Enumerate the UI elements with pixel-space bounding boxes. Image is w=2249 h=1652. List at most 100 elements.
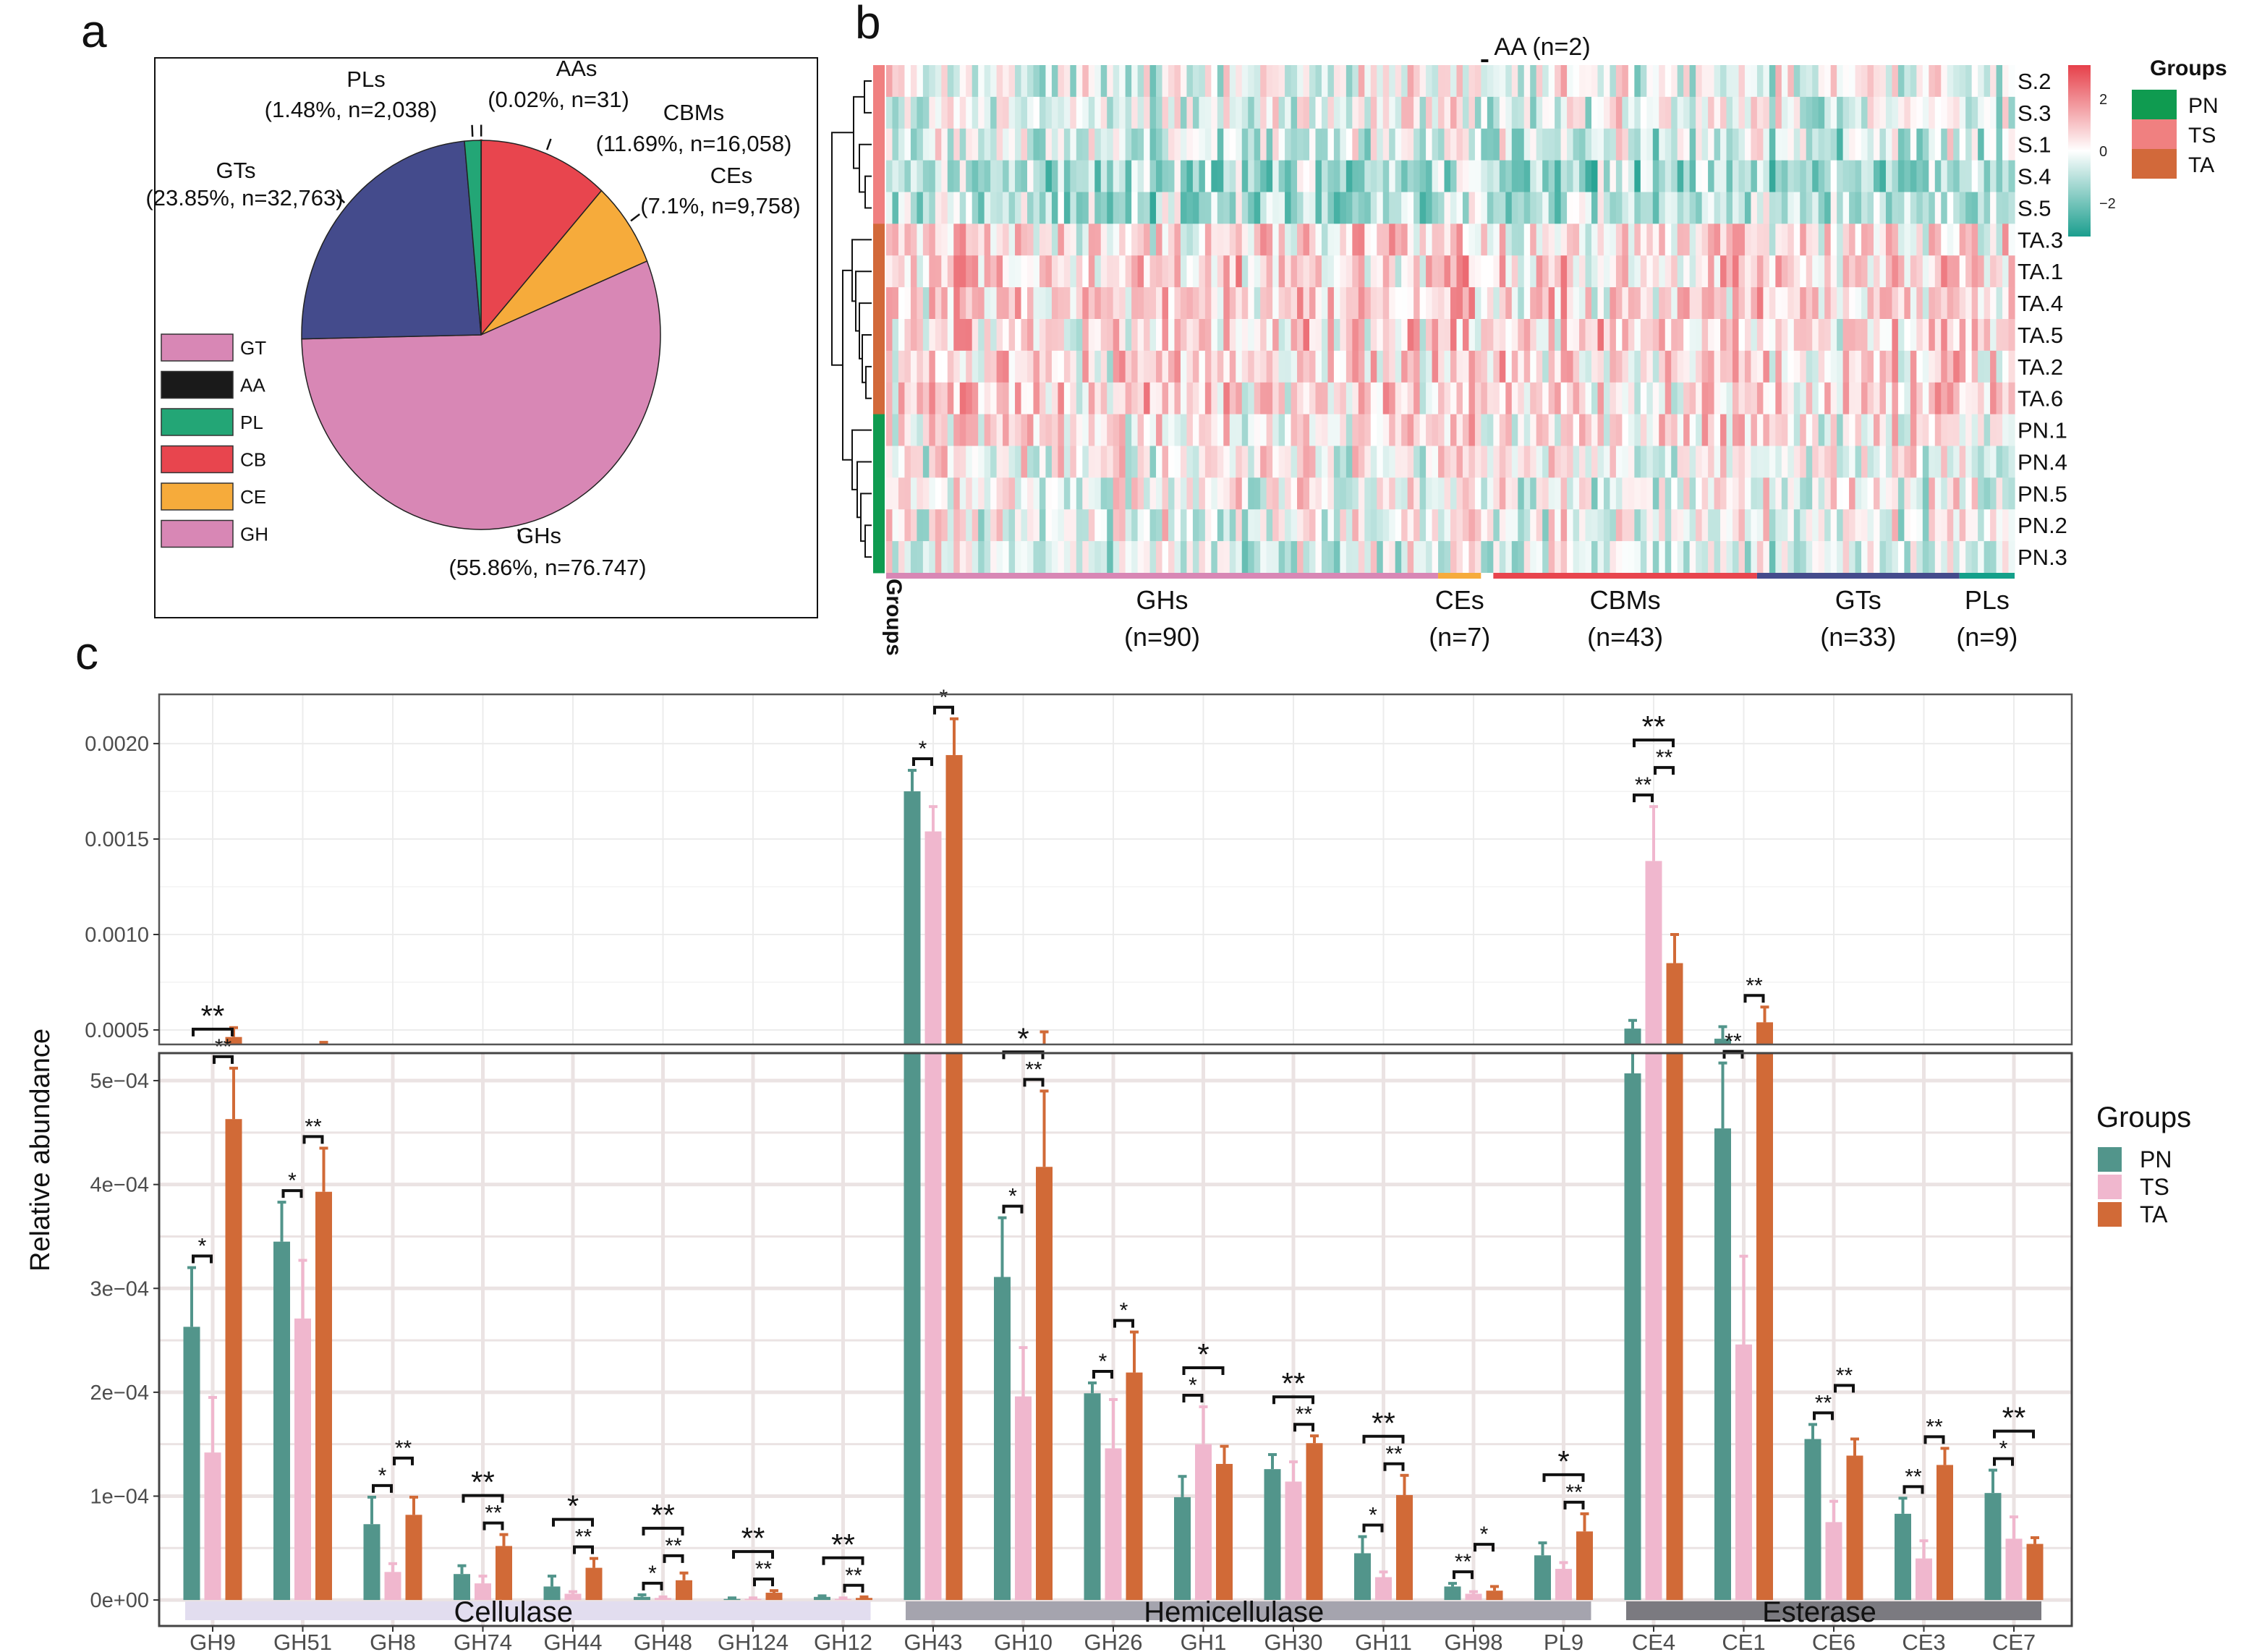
bar-GH30-TA xyxy=(1306,1443,1323,1601)
upper-panel-frame xyxy=(158,693,2073,1046)
heatmap-cell xyxy=(1787,319,1795,352)
heatmap-cell xyxy=(1523,223,1531,256)
heatmap-cell xyxy=(1665,319,1672,352)
heatmap-cell xyxy=(1560,319,1568,352)
bar-PL9-PN xyxy=(1534,1555,1551,1601)
heatmap-cell xyxy=(990,446,998,478)
heatmap-cell xyxy=(1990,382,1997,415)
x-tick-label: CE4 xyxy=(1632,1630,1675,1652)
heatmap-cell xyxy=(1916,382,1923,415)
heatmap-cell xyxy=(1211,160,1218,193)
heatmap-cell xyxy=(1487,65,1494,98)
heatmap-cell xyxy=(1542,382,1549,415)
heatmap-cell xyxy=(1922,350,1929,383)
heatmap-cell xyxy=(935,223,942,256)
x-tick-label: GH51 xyxy=(273,1630,332,1652)
heatmap-cell xyxy=(1051,350,1058,383)
heatmap-cell xyxy=(1125,446,1132,478)
heatmap-cell xyxy=(886,192,893,224)
heatmap-cell xyxy=(1665,350,1672,383)
heatmap-cell xyxy=(892,65,899,98)
heatmap-cell xyxy=(953,255,961,288)
heatmap-cell xyxy=(1874,541,1881,574)
heatmap-cell xyxy=(1499,160,1506,193)
heatmap-cell xyxy=(941,541,948,574)
heatmap-cell xyxy=(904,128,911,161)
heatmap-cell xyxy=(1266,96,1273,129)
heatmap-cell xyxy=(1076,541,1083,574)
heatmap-cell xyxy=(1879,477,1887,510)
heatmap-cell xyxy=(898,477,906,510)
heatmap-cell xyxy=(910,477,917,510)
heatmap-cell xyxy=(1499,446,1506,478)
heatmap-cell xyxy=(1119,192,1126,224)
heatmap-cell xyxy=(910,319,917,352)
heatmap-cell xyxy=(1560,350,1568,383)
heatmap-cell xyxy=(892,287,899,320)
heatmap-cell xyxy=(2008,160,2015,193)
heatmap-cell xyxy=(1413,192,1421,224)
heatmap-cell xyxy=(1192,319,1199,352)
heatmap-cell xyxy=(1555,65,1562,98)
heatmap-cell xyxy=(1733,255,1740,288)
significance-label: ** xyxy=(1725,1030,1742,1054)
heatmap-cell xyxy=(1990,414,1997,447)
heatmap-cell xyxy=(1450,287,1458,320)
heatmap-cell xyxy=(1444,477,1451,510)
heatmap-cell xyxy=(1309,192,1317,224)
heatmap-cell xyxy=(1370,128,1377,161)
heatmap-cell xyxy=(1107,477,1114,510)
heatmap-cell xyxy=(1934,128,1942,161)
heatmap-cell xyxy=(1941,382,1948,415)
heatmap-cell xyxy=(1689,223,1696,256)
heatmap-cell xyxy=(1021,287,1028,320)
heatmap-cell xyxy=(1806,223,1813,256)
heatmap-cell xyxy=(1327,350,1335,383)
heatmap-cell xyxy=(1542,128,1549,161)
heatmap-cell xyxy=(1327,160,1335,193)
heatmap-cell xyxy=(935,255,942,288)
heatmap-cell xyxy=(1597,255,1604,288)
heatmap-cell xyxy=(922,414,930,447)
heatmap-cell xyxy=(1622,509,1629,542)
heatmap-cell xyxy=(1370,96,1377,129)
heatmap-cell xyxy=(1204,509,1212,542)
heatmap-cell xyxy=(1236,192,1243,224)
heatmap-cell xyxy=(1162,319,1169,352)
heatmap-cell xyxy=(917,446,924,478)
heatmap-cell xyxy=(1352,319,1359,352)
heatmap-cell xyxy=(1751,382,1758,415)
heatmap-cell xyxy=(1769,319,1776,352)
heatmap-cell xyxy=(996,541,1003,574)
heatmap-cell xyxy=(886,65,893,98)
heatmap-cell xyxy=(1493,509,1500,542)
pie-slice-gts xyxy=(301,140,482,340)
heatmap-cell xyxy=(1468,192,1476,224)
heatmap-cell xyxy=(1186,509,1194,542)
heatmap-cell xyxy=(1947,414,1954,447)
heatmap-cell xyxy=(1008,223,1016,256)
heatmap-cell xyxy=(1468,382,1476,415)
heatmap-cell xyxy=(917,287,924,320)
heatmap-cell xyxy=(1652,223,1659,256)
heatmap-cell xyxy=(1910,287,1917,320)
heatmap-cell xyxy=(1345,160,1353,193)
heatmap-cell xyxy=(1922,192,1929,224)
heatmap-cell xyxy=(1481,255,1488,288)
heatmap-cell xyxy=(1186,96,1194,129)
heatmap-cell xyxy=(1468,160,1476,193)
heatmap-cell xyxy=(1186,65,1194,98)
heatmap-cell xyxy=(1174,350,1181,383)
heatmap-cell xyxy=(1523,96,1531,129)
significance-bracket xyxy=(393,1456,414,1465)
bar-GH1-TA xyxy=(1216,1463,1233,1601)
heatmap-cell xyxy=(1254,446,1261,478)
heatmap-cell xyxy=(1045,287,1053,320)
heatmap-cell xyxy=(1659,287,1666,320)
bar-legend-label: TA xyxy=(2140,1201,2168,1227)
heatmap-cell xyxy=(1640,509,1647,542)
heatmap-cell xyxy=(1456,160,1463,193)
heatmap-cell xyxy=(1530,96,1537,129)
heatmap-cell xyxy=(1199,223,1206,256)
heatmap-cell xyxy=(1008,477,1016,510)
